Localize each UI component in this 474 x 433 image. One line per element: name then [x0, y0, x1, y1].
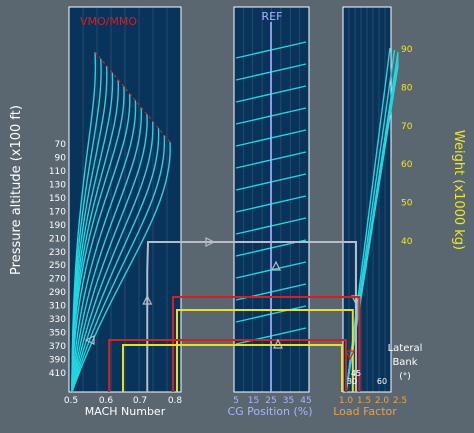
- example-line-gray: [146, 241, 357, 392]
- y-axis-label: Pressure altitude (x100 ft): [9, 105, 24, 275]
- mach-altitude-curve: [71, 93, 131, 393]
- altitude-tick-label: 270: [49, 275, 66, 285]
- mach-altitude-curve: [71, 135, 166, 393]
- example-line-red-lower: [108, 339, 347, 392]
- load-factor-line: [345, 65, 399, 393]
- mach-altitude-curve: [71, 121, 154, 393]
- vmo-mmo-limit-line: [94, 51, 171, 143]
- weight-tick-label: 70: [401, 122, 413, 132]
- lateral-bank-label-line1: Lateral: [388, 343, 423, 354]
- load-factor-tick-label: 2.0: [375, 396, 390, 406]
- cg-tick-label: 5: [233, 396, 239, 406]
- arrow-marker: [205, 237, 216, 247]
- load-factor-tick-label: 1.0: [339, 396, 354, 406]
- weight-tick-label: 60: [401, 160, 413, 170]
- altitude-tick-label: 230: [49, 248, 66, 258]
- altitude-tick-label: 350: [49, 329, 66, 339]
- bank-angle-tick-label: 45: [351, 369, 361, 378]
- altitude-tick-label: 410: [49, 369, 66, 379]
- weight-tick-label: 90: [401, 45, 413, 55]
- altitude-tick-label: 370: [49, 342, 66, 352]
- lateral-bank-label-line3: (°): [399, 372, 411, 382]
- mach-axis-label: MACH Number: [85, 405, 166, 418]
- lateral-bank-label-line2: Bank: [392, 357, 417, 368]
- altitude-tick-label: 170: [49, 207, 66, 217]
- mach-altitude-curve: [71, 107, 142, 393]
- cg-tick-label: 45: [300, 396, 311, 406]
- altitude-tick-label: 290: [49, 288, 66, 298]
- curves-layer: [68, 6, 399, 393]
- bank-angle-tick-label: 30: [347, 377, 357, 386]
- altitude-tick-label: 210: [49, 234, 66, 244]
- load-factor-tick-label: 1.5: [357, 396, 371, 406]
- labels-layer: VMO/MMO REF Pressure altitude (x100 ft) …: [9, 10, 466, 418]
- altitude-tick-label: 110: [49, 167, 66, 177]
- mach-altitude-curve: [71, 141, 171, 393]
- altitude-tick-label: 250: [49, 261, 66, 271]
- altitude-tick-label: 130: [49, 180, 66, 190]
- altitude-tick-label: 310: [49, 302, 66, 312]
- weight-tick-label: 40: [401, 237, 413, 247]
- panel-border: [68, 6, 182, 393]
- mach-altitude-curve: [71, 114, 148, 393]
- mach-tick-label: 0.8: [168, 396, 183, 406]
- vmo-mmo-label: VMO/MMO: [80, 15, 137, 28]
- arrow-marker: [271, 260, 281, 271]
- cg-tick-label: 25: [265, 396, 276, 406]
- ref-label: REF: [262, 10, 283, 23]
- arrow-marker: [84, 335, 95, 345]
- mach-tick-label: 0.7: [133, 396, 147, 406]
- mach-altitude-curve: [71, 86, 125, 393]
- example-lines-layer: [84, 237, 361, 392]
- arrow-marker: [345, 350, 355, 361]
- load-factor-tick-label: 2.5: [393, 396, 407, 406]
- altitude-tick-label: 330: [49, 315, 66, 325]
- bank-angle-tick-label: 60: [377, 377, 387, 386]
- cg-tick-label: 15: [248, 396, 259, 406]
- cg-tick-label: 35: [283, 396, 294, 406]
- weight-tick-label: 50: [401, 199, 413, 209]
- panel-border: [342, 6, 392, 393]
- altitude-tick-label: 390: [49, 356, 66, 366]
- altitude-tick-label: 70: [55, 140, 67, 150]
- mach-tick-label: 0.5: [64, 396, 78, 406]
- altitude-tick-label: 190: [49, 221, 66, 231]
- weight-axis-label: Weight (x1000 kg): [451, 130, 466, 250]
- mach-altitude-curve: [71, 128, 160, 393]
- cg-axis-label: CG Position (%): [227, 405, 312, 418]
- altitude-tick-label: 90: [55, 153, 67, 163]
- weight-tick-label: 80: [401, 83, 413, 93]
- load-factor-axis-label: Load Factor: [333, 405, 397, 418]
- altitude-tick-label: 150: [49, 194, 66, 204]
- mach-altitude-curve: [71, 100, 137, 393]
- example-line-yellow-lower: [122, 344, 343, 392]
- arrow-marker: [142, 294, 153, 305]
- mach-tick-label: 0.6: [99, 396, 114, 406]
